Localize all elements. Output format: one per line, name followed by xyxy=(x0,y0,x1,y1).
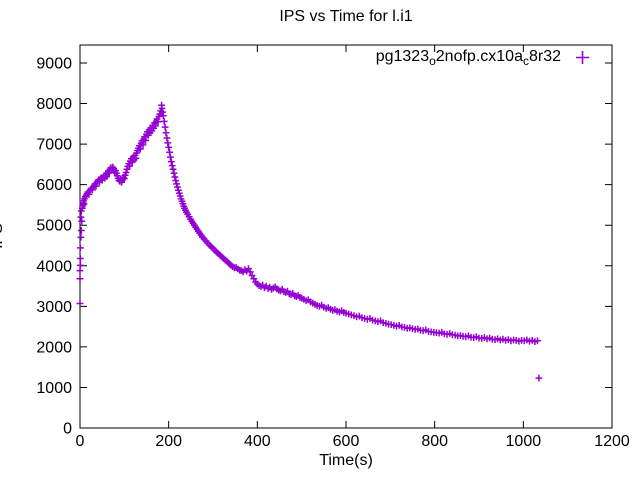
legend-label-segment: 2nofp.cx10a xyxy=(435,48,523,65)
y-tick-label: 5000 xyxy=(36,218,72,235)
y-tick-label: 2000 xyxy=(36,339,72,356)
legend-label-segment: 8r32 xyxy=(528,48,561,65)
x-tick-label: 1200 xyxy=(594,433,630,450)
chart-title: IPS vs Time for l.i1 xyxy=(279,8,413,25)
legend-label-subscript: o xyxy=(429,54,436,69)
x-tick-label: 1000 xyxy=(506,433,542,450)
data-series xyxy=(76,101,543,382)
legend-label-subscript: c xyxy=(522,54,529,69)
y-tick-label: 1000 xyxy=(36,380,72,397)
data-points xyxy=(76,101,543,382)
axes: 0 200 400 600 800 1000 1200 0 1000 2000 3000 4000 50… xyxy=(36,44,630,450)
legend: pg1323o2nofp.cx10ac8r32 xyxy=(375,48,590,69)
x-tick-label: 0 xyxy=(76,433,85,450)
x-axis-title: Time(s) xyxy=(319,452,373,469)
plus-marker-icon xyxy=(576,50,589,64)
y-tick-label: 3000 xyxy=(36,299,72,316)
y-tick-label: 0 xyxy=(63,421,72,438)
legend-series-label: pg1323o2nofp.cx10ac8r32 xyxy=(375,48,561,69)
y-tick-label: 9000 xyxy=(36,56,72,73)
x-tick-label: 200 xyxy=(155,433,182,450)
legend-label-segment: pg1323 xyxy=(375,48,430,65)
y-tick-label: 6000 xyxy=(36,177,72,194)
y-tick-label: 4000 xyxy=(36,258,72,275)
plot-border xyxy=(79,44,613,429)
y-tick-label: 7000 xyxy=(36,137,72,154)
x-tick-label: 400 xyxy=(244,433,271,450)
x-tick-label: 600 xyxy=(333,433,360,450)
x-tick-label: 800 xyxy=(421,433,448,450)
y-tick-label: 8000 xyxy=(36,96,72,113)
